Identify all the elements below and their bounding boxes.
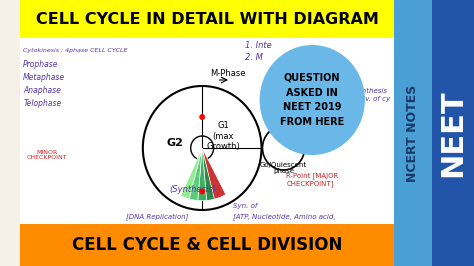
Text: 1. Inte: 1. Inte (245, 41, 272, 50)
Text: (Synthesis): (Synthesis) (169, 185, 216, 194)
Circle shape (199, 114, 205, 120)
Bar (20, 38, 393, 224)
Text: [DNA Replication]: [DNA Replication] (126, 213, 188, 220)
Text: CELL CYCLE & CELL DIVISION: CELL CYCLE & CELL DIVISION (72, 236, 342, 254)
Wedge shape (202, 148, 215, 201)
Text: 2. M: 2. M (245, 53, 263, 62)
Text: G1
(max
Growth): G1 (max Growth) (206, 121, 240, 151)
Text: Prophase: Prophase (23, 60, 59, 69)
Text: NEET: NEET (438, 89, 467, 177)
Wedge shape (202, 148, 226, 199)
Text: QUESTION
ASKED IN
NEET 2019
FROM HERE: QUESTION ASKED IN NEET 2019 FROM HERE (280, 73, 345, 127)
Text: Telophase: Telophase (23, 99, 62, 108)
Bar (20, 224, 393, 266)
Text: Anaphase: Anaphase (23, 86, 61, 95)
Text: Cytokinesis : 4phase CELL CYCLE: Cytokinesis : 4phase CELL CYCLE (23, 48, 128, 53)
Wedge shape (181, 148, 202, 199)
Text: [ATP, Nucleotide, Amino acid,: [ATP, Nucleotide, Amino acid, (233, 213, 336, 220)
Text: synthesis
(Div. of cy: synthesis (Div. of cy (356, 88, 391, 102)
Bar (432, 0, 474, 266)
Text: MINOR
CHECKPOINT: MINOR CHECKPOINT (27, 149, 67, 160)
Bar (20, 0, 393, 38)
Circle shape (260, 45, 365, 155)
Text: NCERT NOTES: NCERT NOTES (406, 84, 419, 182)
Text: R-Point [MAJOR
CHECKPOINT]: R-Point [MAJOR CHECKPOINT] (286, 172, 338, 187)
Text: CELL CYCLE IN DETAIL WITH DIAGRAM: CELL CYCLE IN DETAIL WITH DIAGRAM (36, 13, 378, 27)
Wedge shape (189, 148, 202, 201)
Text: Metaphase: Metaphase (23, 73, 65, 82)
Circle shape (199, 188, 205, 194)
Text: G2: G2 (167, 138, 184, 148)
Wedge shape (198, 148, 207, 201)
Text: Syn. of: Syn. of (233, 203, 257, 209)
Text: Go/Quiescent
phase: Go/Quiescent phase (260, 161, 307, 174)
Bar (393, 0, 474, 266)
Text: M-Phase: M-Phase (210, 69, 246, 78)
